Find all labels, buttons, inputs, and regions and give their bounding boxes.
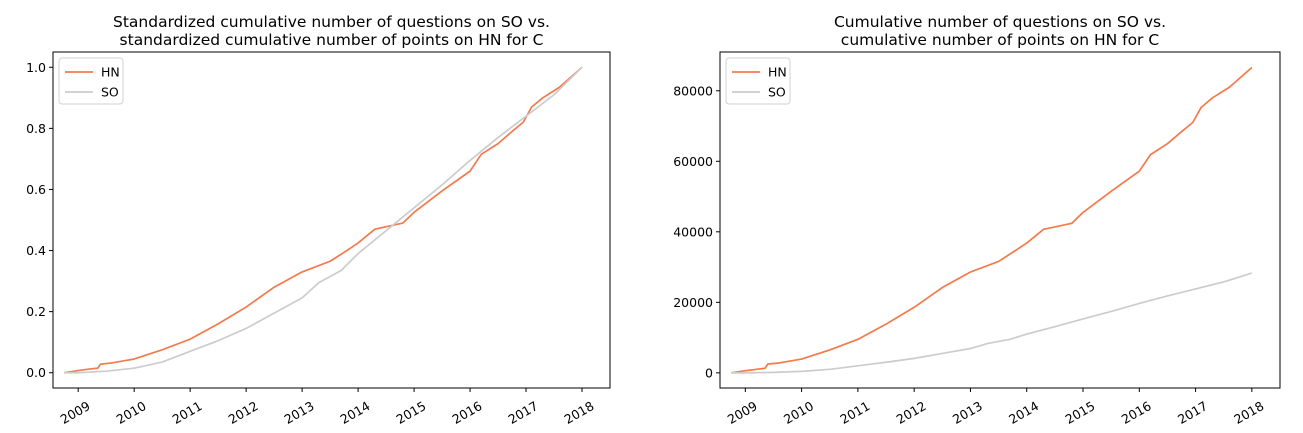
x-tick-label: 2011 [837,398,872,427]
chart-1: Standardized cumulative number of questi… [26,13,611,427]
y-tick-label: 40000 [673,224,713,239]
x-tick-label: 2010 [114,398,149,427]
x-tick-label: 2012 [226,398,261,427]
series-line-hn [731,66,1253,374]
chart-2: Cumulative number of questions on SO vs.… [673,13,1281,427]
chart-title-line: Standardized cumulative number of questi… [113,13,550,31]
x-tick-label: 2012 [894,398,929,427]
plot-frame [52,51,611,389]
chart-title-line: cumulative number of points on HN for C [841,31,1159,49]
legend-label-so: SO [768,85,786,100]
y-tick-label: 0.8 [26,121,46,136]
y-tick-label: 0 [705,365,713,380]
x-tick-label: 2013 [950,398,985,427]
x-tick-label: 2018 [1231,398,1266,427]
y-tick-label: 20000 [673,295,713,310]
series-line-hn [64,66,583,374]
y-tick-label: 0.4 [26,243,46,258]
y-tick-label: 0.0 [26,365,46,380]
legend-label-hn: HN [101,65,120,80]
series-line-so [64,66,583,374]
x-tick-label: 2009 [725,398,760,427]
y-tick-label: 1.0 [26,60,46,75]
legend-label-hn: HN [768,65,787,80]
chart-title-line: standardized cumulative number of points… [120,31,544,49]
x-tick-label: 2014 [338,398,373,427]
x-tick-label: 2018 [561,398,596,427]
x-tick-label: 2015 [1062,398,1097,427]
y-tick-label: 0.6 [26,182,46,197]
y-tick-label: 0.2 [26,304,46,319]
x-tick-label: 2017 [1175,398,1210,427]
x-tick-label: 2014 [1006,398,1041,427]
chart-title-line: Cumulative number of questions on SO vs. [834,13,1166,31]
x-tick-label: 2015 [394,398,429,427]
y-tick-label: 80000 [673,83,713,98]
plot-frame [719,51,1281,389]
x-tick-label: 2010 [781,398,816,427]
x-tick-label: 2009 [58,398,93,427]
x-tick-label: 2013 [282,398,317,427]
legend-label-so: SO [101,85,119,100]
x-tick-label: 2016 [1119,398,1154,427]
x-tick-label: 2016 [449,398,484,427]
series-line-so [731,272,1253,374]
x-tick-label: 2011 [170,398,205,427]
y-tick-label: 60000 [673,154,713,169]
x-tick-label: 2017 [505,398,540,427]
